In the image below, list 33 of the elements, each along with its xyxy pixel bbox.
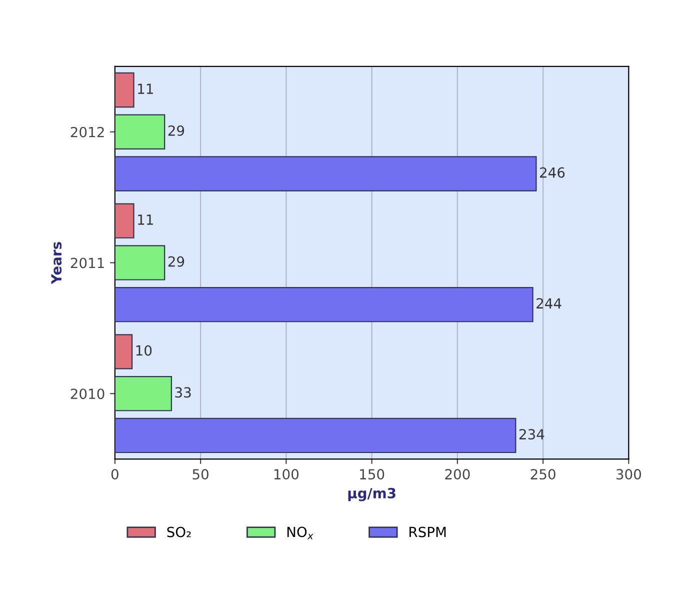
y-axis-title: Years: [51, 242, 62, 284]
y-tick-label: 2012: [70, 126, 104, 138]
bar: [114, 203, 134, 238]
x-tick-label: 150: [360, 469, 384, 480]
data-label: 244: [536, 298, 562, 308]
legend-label: NO$_{x}$: [287, 526, 314, 540]
x-tick-label: 250: [530, 469, 556, 480]
y-tick-label: 2011: [70, 258, 104, 268]
x-axis-title: µg/m3: [348, 488, 396, 502]
x-tick-label: 200: [445, 469, 470, 480]
data-label: 29: [168, 256, 184, 267]
x-tick-label: 100: [274, 469, 299, 480]
bar: [114, 245, 166, 280]
x-tick-label: 0: [111, 469, 118, 480]
data-label: 29: [168, 125, 184, 136]
bar: [114, 376, 172, 412]
data-label: 11: [138, 84, 153, 94]
data-label: 11: [138, 214, 153, 225]
bar: [114, 287, 534, 322]
bar: [114, 72, 134, 108]
bar: [114, 418, 516, 454]
legend-label: SO₂: [167, 526, 191, 538]
bar: [114, 156, 537, 192]
y-tick-label: 2010: [70, 388, 104, 400]
x-tick-label: 50: [192, 469, 208, 480]
data-label: 246: [540, 167, 565, 178]
data-label: 234: [519, 429, 544, 440]
bar: [114, 334, 133, 370]
bar: [114, 114, 166, 150]
legend-label: RSPM: [410, 526, 446, 538]
x-tick-label: 300: [616, 469, 642, 480]
data-label: 33: [175, 387, 191, 398]
data-label: 10: [136, 345, 152, 356]
